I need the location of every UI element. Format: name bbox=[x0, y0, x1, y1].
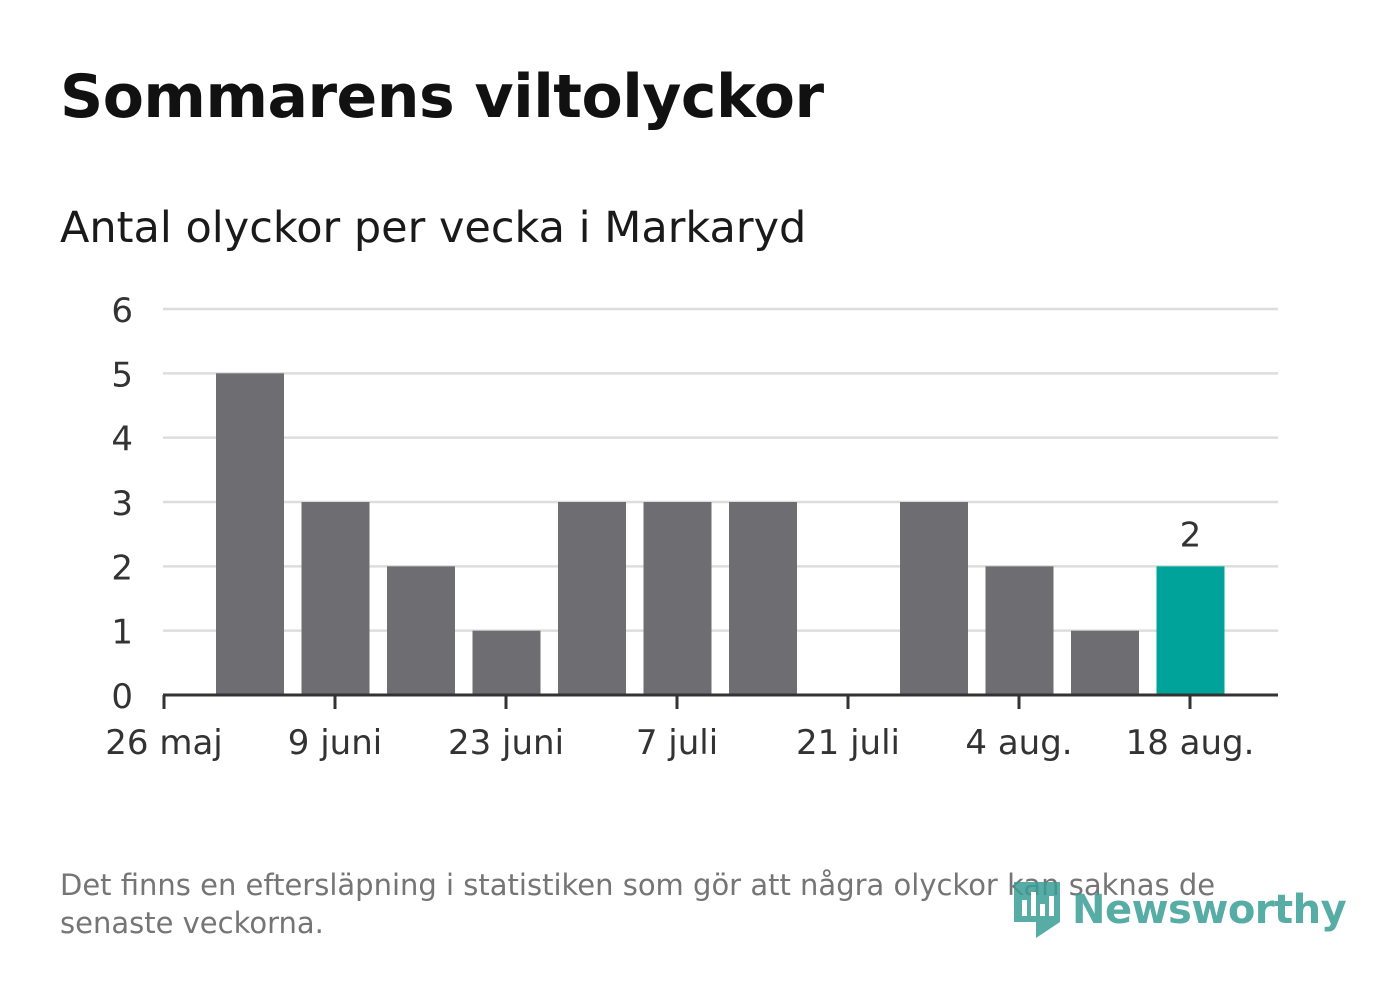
brand-logo: Newsworthy bbox=[1010, 878, 1347, 942]
bar bbox=[558, 502, 626, 695]
newsworthy-logo-icon bbox=[1014, 882, 1060, 938]
bar bbox=[729, 502, 797, 695]
bar bbox=[900, 502, 968, 695]
bar bbox=[301, 502, 370, 695]
y-tick-label: 1 bbox=[111, 613, 133, 653]
bar bbox=[985, 566, 1054, 695]
x-tick-label: 18 aug. bbox=[1126, 723, 1255, 763]
bar bbox=[472, 630, 541, 695]
bars bbox=[216, 373, 1225, 695]
chart-subtitle: Antal olyckor per vecka i Markaryd bbox=[60, 203, 807, 253]
chart-title: Sommarens viltolyckor bbox=[60, 62, 824, 132]
x-tick-label: 21 juli bbox=[796, 723, 900, 763]
brand-name: Newsworthy bbox=[1072, 887, 1347, 933]
bar bbox=[1071, 630, 1139, 695]
y-tick-label: 2 bbox=[111, 548, 133, 588]
bar bbox=[216, 373, 284, 695]
x-axis-labels: 26 maj 9 juni 23 juni 7 juli 21 juli 4 aug. 18… bbox=[105, 723, 1254, 763]
x-tick-label: 4 aug. bbox=[965, 723, 1072, 763]
bar bbox=[643, 502, 712, 695]
y-tick-label: 3 bbox=[111, 484, 133, 524]
x-axis bbox=[162, 693, 1278, 709]
data-labels: 2 bbox=[1180, 515, 1202, 555]
highlight-value-label: 2 bbox=[1180, 515, 1202, 555]
bar-highlight bbox=[1156, 566, 1225, 695]
y-tick-label: 6 bbox=[111, 291, 133, 331]
x-tick-label: 7 juli bbox=[636, 723, 718, 763]
bar bbox=[387, 566, 455, 695]
x-tick-label: 26 maj bbox=[105, 723, 222, 763]
y-tick-label: 5 bbox=[111, 355, 133, 395]
x-tick-label: 9 juni bbox=[288, 723, 382, 763]
y-tick-label: 0 bbox=[111, 677, 133, 717]
x-tick-label: 23 juni bbox=[448, 723, 564, 763]
y-tick-label: 4 bbox=[111, 420, 133, 460]
y-axis-labels: 0 1 2 3 4 5 6 bbox=[111, 291, 133, 717]
